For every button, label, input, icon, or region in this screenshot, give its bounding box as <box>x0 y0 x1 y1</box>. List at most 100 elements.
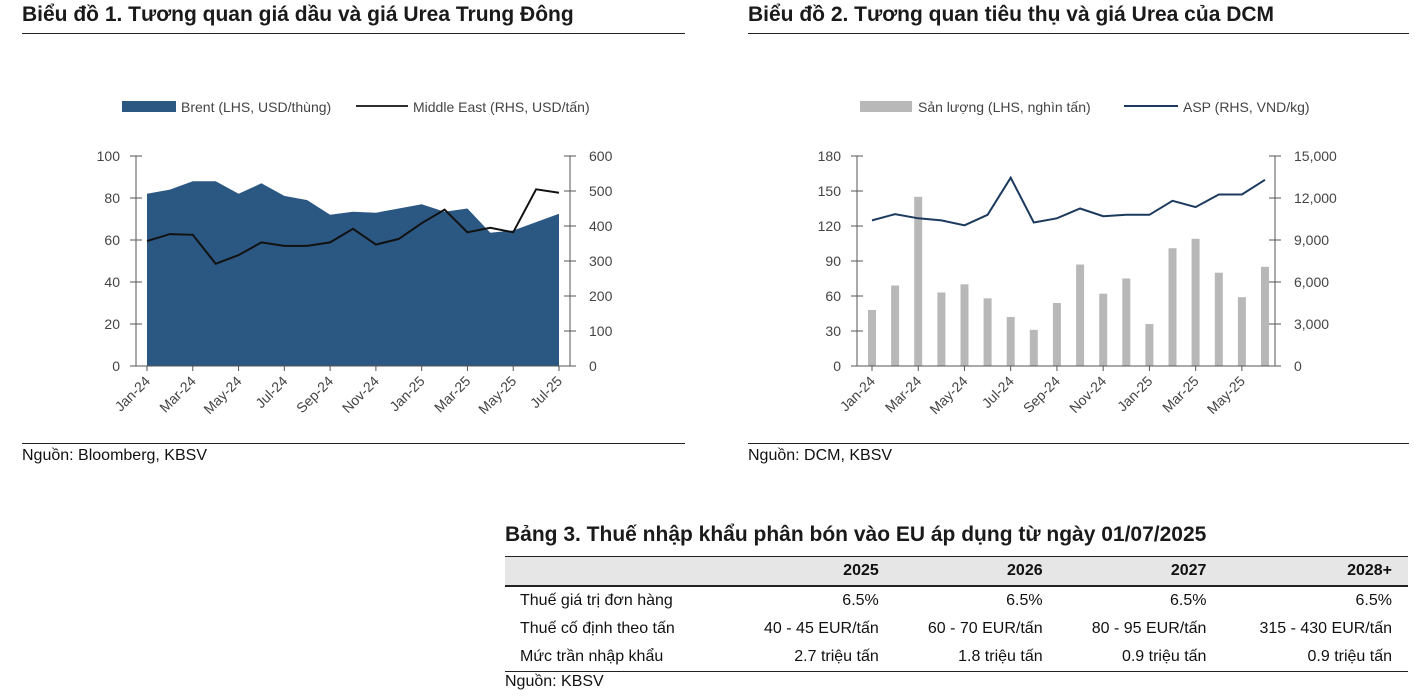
chart1-x-tick-label: Sep-24 <box>293 373 336 416</box>
chart2-bottom-rule <box>748 443 1409 444</box>
chart2-legend-bar-label: Sản lượng (LHS, nghìn tấn) <box>918 99 1091 115</box>
volume-bar <box>1122 278 1131 366</box>
chart1-left-tick-label: 40 <box>104 274 120 290</box>
table-cell: 2.7 triệu tấn <box>730 643 895 672</box>
chart1-x-tick-label: May-25 <box>475 373 519 417</box>
table-row: Thuế cố định theo tấn 40 - 45 EUR/tấn 60… <box>505 615 1408 643</box>
chart2-source: Nguồn: DCM, KBSV <box>748 447 893 464</box>
chart2-title: Biểu đồ 2. Tương quan tiêu thụ và giá Ur… <box>748 3 1275 26</box>
chart2-right-tick-label: 3,000 <box>1294 316 1329 332</box>
middle-east-line <box>146 188 560 265</box>
volume-bar <box>1237 297 1246 366</box>
chart1-right-tick-label: 500 <box>589 183 613 199</box>
chart2-right-tick-label: 12,000 <box>1294 190 1337 206</box>
volume-bar <box>960 284 969 366</box>
volume-bar <box>1214 272 1223 366</box>
chart2-plot: 0 30 60 90 120 150 180 0 3,000 6,000 9,000 12,000 15… <box>818 148 1337 417</box>
chart2-right-tick-label: 15,000 <box>1294 148 1337 164</box>
table3-title: Bảng 3. Thuế nhập khẩu phân bón vào EU á… <box>505 523 1207 546</box>
chart2-x-tick-label: Mar-24 <box>882 373 925 416</box>
row-label: Thuế giá trị đơn hàng <box>520 592 673 609</box>
chart2-right-tick-label: 6,000 <box>1294 274 1329 290</box>
volume-bar <box>1191 238 1200 366</box>
chart2-legend-bar-swatch <box>860 101 912 112</box>
chart2-legend-line-label: ASP (RHS, VND/kg) <box>1183 99 1310 115</box>
volume-bar <box>1029 329 1038 366</box>
chart1-x-tick-label: Nov-24 <box>339 373 382 416</box>
brent-area <box>147 181 559 366</box>
table-cell: 6.5% <box>1169 592 1207 609</box>
chart2-left-tick-label: 150 <box>818 183 842 199</box>
chart1-right-tick-label: 100 <box>589 323 613 339</box>
row-label: Mức trần nhập khẩu <box>505 643 731 672</box>
volume-bar <box>1052 303 1061 366</box>
chart2-x-tick-label: Mar-25 <box>1159 373 1202 416</box>
chart1-x-tick-label: May-24 <box>200 373 244 417</box>
chart1-right-tick-label: 300 <box>589 253 613 269</box>
chart2-left-tick-label: 120 <box>818 218 842 234</box>
volume-bar <box>983 298 992 366</box>
table-header-row: 2025 2026 2027 2028+ <box>505 556 1408 587</box>
volume-bar <box>1076 264 1085 366</box>
table-cell: 6.5% <box>1006 592 1043 609</box>
table-cell: 6.5% <box>1355 592 1392 609</box>
chart1-right-tick-label: 0 <box>589 358 597 374</box>
table-row: Mức trần nhập khẩu 2.7 triệu tấn 1.8 tri… <box>505 643 1408 672</box>
table-cell: 40 - 45 EUR/tấn <box>764 620 879 637</box>
chart1-top-rule <box>22 33 685 34</box>
chart2-legend: Sản lượng (LHS, nghìn tấn) ASP (RHS, VND… <box>860 99 1310 115</box>
asp-line <box>871 175 1266 227</box>
chart2-x-tick-label: Nov-24 <box>1066 373 1109 416</box>
header-cell <box>505 556 731 587</box>
chart1-legend: Brent (LHS, USD/thùng) Middle East (RHS,… <box>122 99 590 115</box>
table-row: Thuế giá trị đơn hàng 6.5% 6.5% 6.5% 6.5… <box>505 586 1408 615</box>
chart1-right-tick-label: 400 <box>589 218 613 234</box>
chart2-right-tick-label: 9,000 <box>1294 232 1329 248</box>
chart2-x-tick-label: Jan-24 <box>837 373 879 415</box>
chart1-source: Nguồn: Bloomberg, KBSV <box>22 447 207 464</box>
chart1-legend-line-label: Middle East (RHS, USD/tấn) <box>413 99 590 115</box>
volume-bar <box>891 285 900 366</box>
chart2-left-tick-label: 60 <box>825 288 841 304</box>
chart1-legend-area-label: Brent (LHS, USD/thùng) <box>181 99 331 115</box>
header-cell: 2028+ <box>1222 556 1408 587</box>
chart2-x-tick-label: Sep-24 <box>1020 373 1063 416</box>
table-cell: 315 - 430 EUR/tấn <box>1259 620 1392 637</box>
header-cell: 2025 <box>730 556 895 587</box>
volume-bar <box>914 196 923 366</box>
chart1-right-tick-label: 600 <box>589 148 613 164</box>
chart2-x-tick-label: Jan-25 <box>1114 373 1156 415</box>
chart1-left-tick-label: 60 <box>104 232 120 248</box>
chart2-x-tick-label: May-25 <box>1204 373 1248 417</box>
table-cell: 0.9 triệu tấn <box>1222 643 1408 672</box>
row-label: Thuế cố định theo tấn <box>520 620 675 637</box>
chart2-x-tick-label: Jul-24 <box>979 373 1017 411</box>
volume-bar <box>1099 293 1108 366</box>
chart2-left-tick-label: 30 <box>825 323 841 339</box>
volume-bar <box>1261 266 1269 366</box>
chart1-x-tick-label: Mar-24 <box>156 373 199 416</box>
table-cell: 60 - 70 EUR/tấn <box>927 620 1043 637</box>
table-cell: 1.8 triệu tấn <box>894 643 1059 672</box>
volume-bar <box>868 310 876 366</box>
chart1-left-tick-label: 80 <box>104 190 120 206</box>
table-cell: 6.5% <box>842 592 879 609</box>
chart1-left-tick-label: 100 <box>97 148 121 164</box>
chart2-right-tick-label: 0 <box>1294 358 1302 374</box>
chart1-right-tick-label: 200 <box>589 288 613 304</box>
chart1-x-tick-label: Jul-24 <box>252 373 290 411</box>
tariff-table: 2025 2026 2027 2028+ Thuế giá trị đơn hà… <box>505 556 1408 672</box>
table-cell: 80 - 95 EUR/tấn <box>1091 620 1207 637</box>
chart1-x-tick-label: Mar-25 <box>431 373 474 416</box>
volume-bar <box>1145 324 1154 366</box>
chart1-x-tick-label: Jan-24 <box>112 373 154 415</box>
table-cell: 0.9 triệu tấn <box>1058 643 1223 672</box>
chart1-bottom-rule <box>22 443 685 444</box>
chart1-x-tick-label: Jan-25 <box>386 373 428 415</box>
chart1-left-tick-label: 0 <box>112 358 120 374</box>
chart2-left-tick-label: 180 <box>818 148 842 164</box>
chart1-x-tick-label: Jul-25 <box>527 373 565 411</box>
chart1-title: Biểu đồ 1. Tương quan giá dầu và giá Ure… <box>22 3 574 26</box>
table3-source: Nguồn: KBSV <box>505 673 604 690</box>
